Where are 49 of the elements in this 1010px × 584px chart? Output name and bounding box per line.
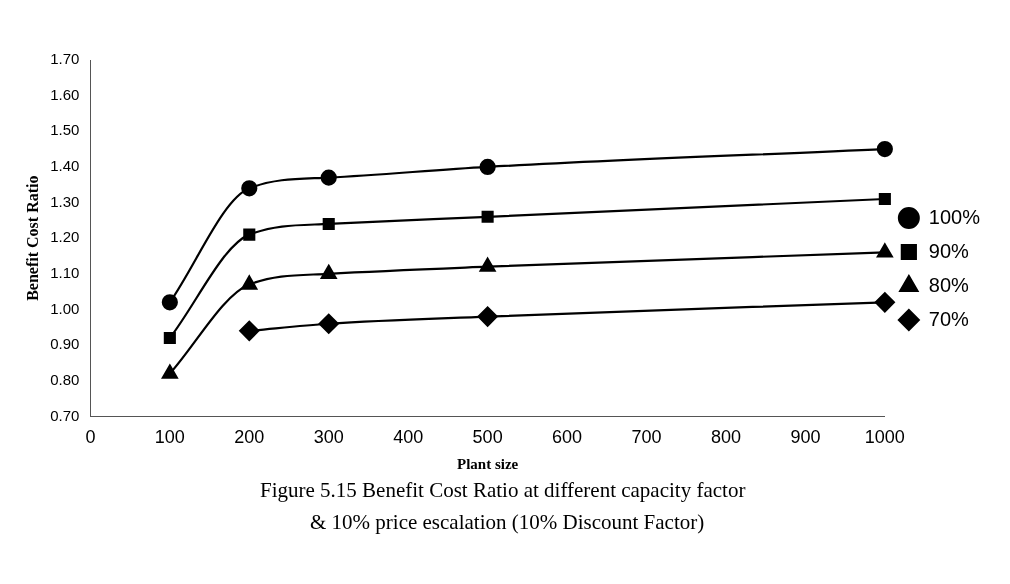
y-tick-label: 1.20: [50, 228, 80, 246]
point: [243, 228, 256, 241]
point: [320, 169, 337, 186]
point: [874, 292, 895, 313]
point: [241, 275, 258, 290]
point: [318, 313, 339, 334]
x-tick-label: 200: [234, 427, 265, 448]
point: [479, 257, 496, 272]
y-tick-label: 1.10: [50, 263, 80, 281]
caption: Figure 5.15 Benefit Cost Ratio at different capacity factor: [260, 478, 746, 503]
y-tick-label: 0.80: [50, 370, 80, 388]
point: [163, 331, 176, 345]
text: & 10% price escalation (10% Discount Factor): [310, 510, 705, 535]
x-tick-label: 1000: [864, 427, 905, 448]
x-tick-label: 800: [710, 427, 741, 448]
legend-label: 80%: [928, 273, 970, 296]
x-tick-label: 400: [393, 427, 424, 448]
point: [479, 158, 496, 176]
point: [477, 306, 498, 327]
x-tick-label: 900: [790, 427, 821, 448]
x-tick-label: 0: [85, 427, 96, 448]
x-tick-label: 600: [552, 427, 583, 448]
point: [481, 210, 494, 223]
y-axis-title: Benefit Cost Ratio: [23, 175, 41, 301]
point: [239, 320, 260, 341]
y-tick-label: 0.90: [50, 335, 80, 353]
point: [876, 141, 893, 158]
x-tick-label: 700: [631, 427, 662, 448]
point: [876, 243, 893, 258]
legend-label: 70%: [928, 307, 970, 330]
x-tick-label: 500: [472, 427, 503, 448]
point: [161, 294, 178, 311]
legend-label: 90%: [928, 239, 970, 262]
x-tick-label: 100: [154, 427, 185, 448]
y-tick-label: 1.30: [50, 192, 80, 210]
point: [320, 264, 337, 279]
point: [878, 192, 891, 206]
y-tick-label: 1.50: [50, 121, 80, 139]
legend-label: 100%: [928, 205, 981, 228]
x-tick-label: 300: [313, 427, 344, 448]
point: [322, 217, 335, 230]
point: [161, 364, 178, 379]
y-tick-label: 1.70: [50, 50, 80, 68]
y-tick-label: 1.00: [50, 299, 80, 317]
x-axis-title: Plant size: [457, 455, 519, 472]
y-tick-label: 1.60: [50, 85, 80, 103]
point: [241, 180, 258, 197]
y-tick-label: 1.40: [50, 157, 80, 175]
y-tick-label: 0.70: [50, 406, 80, 424]
